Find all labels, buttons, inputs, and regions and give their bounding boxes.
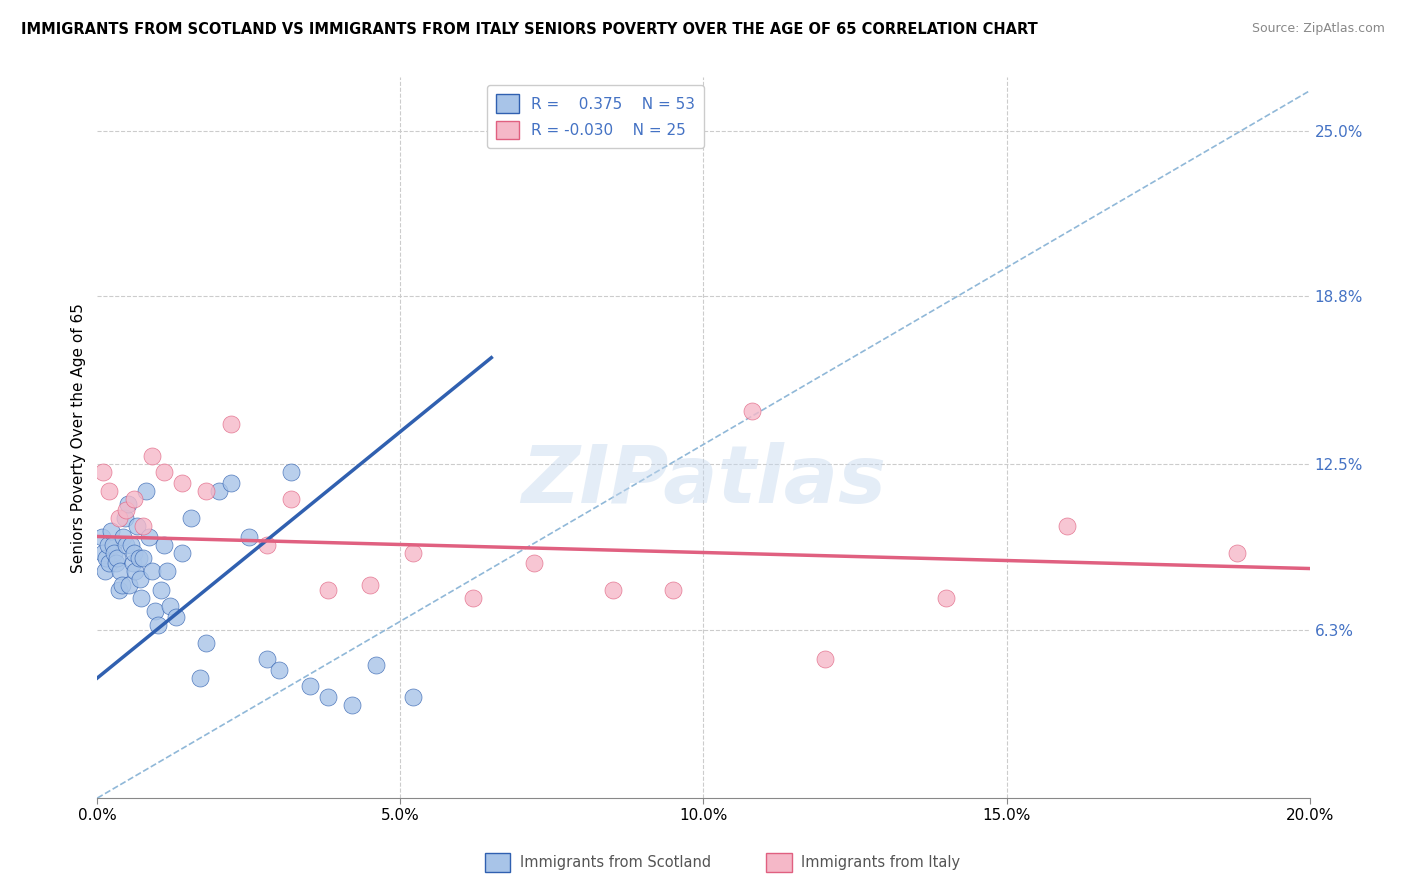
Point <box>814 652 837 666</box>
Point <box>219 417 242 432</box>
Point <box>93 545 115 559</box>
Text: Immigrants from Italy: Immigrants from Italy <box>801 855 960 870</box>
Point <box>141 450 163 464</box>
Point <box>110 577 132 591</box>
Point <box>122 545 145 559</box>
Point <box>138 529 160 543</box>
Point <box>180 511 202 525</box>
Text: Immigrants from Scotland: Immigrants from Scotland <box>520 855 711 870</box>
Point <box>111 529 134 543</box>
Point <box>91 529 114 543</box>
Point <box>107 582 129 597</box>
Point <box>141 564 163 578</box>
Point <box>132 550 155 565</box>
Point <box>143 604 166 618</box>
Point <box>101 537 124 551</box>
Point <box>98 556 121 570</box>
Point <box>115 537 138 551</box>
Point <box>135 484 157 499</box>
Point <box>115 503 138 517</box>
Point <box>117 498 139 512</box>
Point <box>359 577 381 591</box>
Point <box>105 550 128 565</box>
Point <box>156 564 179 578</box>
Point <box>195 636 218 650</box>
Point <box>98 484 121 499</box>
Point <box>935 591 957 605</box>
Point <box>190 671 212 685</box>
Point <box>104 556 127 570</box>
Point <box>93 466 115 480</box>
Point <box>298 679 321 693</box>
Point <box>125 518 148 533</box>
Point <box>114 511 136 525</box>
Y-axis label: Seniors Poverty Over the Age of 65: Seniors Poverty Over the Age of 65 <box>72 302 86 573</box>
Point <box>195 484 218 499</box>
Point <box>128 550 150 565</box>
Point <box>153 466 176 480</box>
Point <box>401 690 423 704</box>
Point <box>1056 518 1078 533</box>
Point <box>159 599 181 613</box>
Point <box>280 492 302 507</box>
Point <box>366 657 388 672</box>
Point <box>1226 545 1249 559</box>
Point <box>172 476 194 491</box>
Point <box>463 591 485 605</box>
Legend: R =    0.375    N = 53, R = -0.030    N = 25: R = 0.375 N = 53, R = -0.030 N = 25 <box>486 85 704 148</box>
Point <box>238 529 260 543</box>
Point <box>219 476 242 491</box>
Point <box>150 582 173 597</box>
Point <box>124 564 146 578</box>
Point <box>128 572 150 586</box>
Point <box>401 545 423 559</box>
Point <box>146 617 169 632</box>
Point <box>121 556 143 570</box>
Text: Source: ZipAtlas.com: Source: ZipAtlas.com <box>1251 22 1385 36</box>
Point <box>110 564 132 578</box>
Point <box>165 609 187 624</box>
Point <box>129 591 152 605</box>
Point <box>122 492 145 507</box>
Point <box>107 511 129 525</box>
Point <box>256 652 278 666</box>
Point <box>100 524 122 538</box>
Text: ZIPatlas: ZIPatlas <box>522 442 886 520</box>
Point <box>93 564 115 578</box>
Point <box>340 698 363 712</box>
Point <box>280 466 302 480</box>
Point <box>602 582 624 597</box>
Point <box>172 545 194 559</box>
Point <box>662 582 685 597</box>
Point <box>316 582 339 597</box>
Point <box>207 484 229 499</box>
Point <box>523 556 546 570</box>
Point <box>97 537 120 551</box>
Point <box>120 537 142 551</box>
Point <box>741 404 763 418</box>
Point <box>118 577 141 591</box>
Text: IMMIGRANTS FROM SCOTLAND VS IMMIGRANTS FROM ITALY SENIORS POVERTY OVER THE AGE O: IMMIGRANTS FROM SCOTLAND VS IMMIGRANTS F… <box>21 22 1038 37</box>
Point <box>96 550 118 565</box>
Point <box>103 545 125 559</box>
Point <box>153 537 176 551</box>
Point <box>316 690 339 704</box>
Point <box>132 518 155 533</box>
Point <box>269 663 291 677</box>
Point <box>256 537 278 551</box>
